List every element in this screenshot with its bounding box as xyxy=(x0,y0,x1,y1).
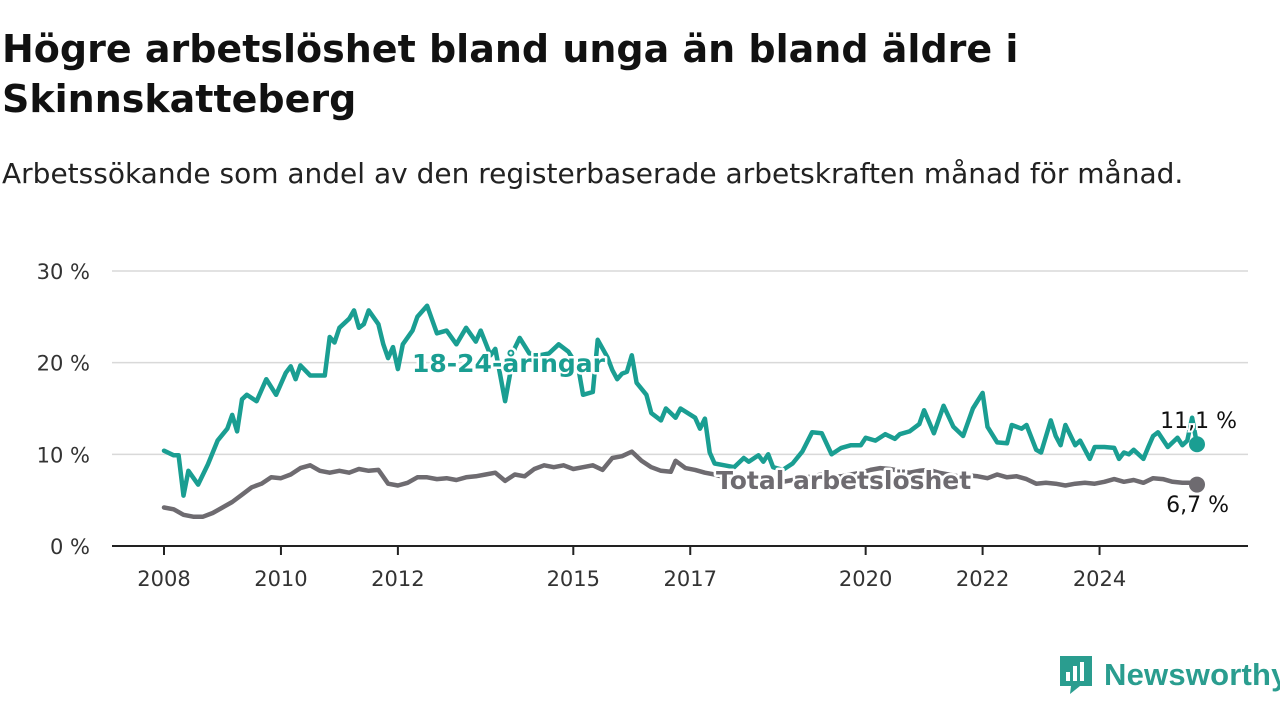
series-line-total xyxy=(161,449,1200,519)
y-tick-label: 10 % xyxy=(37,443,90,467)
series-end-marker xyxy=(1189,436,1205,453)
y-tick-label: 0 % xyxy=(50,535,90,559)
brand-name: Newsworthy xyxy=(1104,657,1280,692)
series-label-youth: 18-24-åringar xyxy=(412,349,606,378)
x-tick-label: 2012 xyxy=(371,567,424,591)
series-line-youth xyxy=(161,303,1200,498)
x-tick-label: 2022 xyxy=(956,567,1009,591)
chart-subtitle: Arbetssökande som andel av den registerb… xyxy=(2,157,1184,190)
x-tick-label: 2008 xyxy=(137,567,190,591)
x-tick-label: 2017 xyxy=(664,567,717,591)
x-tick-label: 2015 xyxy=(547,567,600,591)
end-value-label-youth: 11,1 % xyxy=(1160,409,1237,434)
series-label-total: Total arbetslöshet xyxy=(716,466,971,495)
line-chart: 0 % 10 % 20 % 30 % 2008 2010 2012 2015 2017 2020 2… xyxy=(37,260,1248,591)
chart-title: Högre arbetslöshet bland unga än bland ä… xyxy=(2,27,1019,121)
x-tick-label: 2010 xyxy=(254,567,307,591)
newsworthy-logo-icon xyxy=(1060,656,1092,694)
end-value-label-total: 6,7 % xyxy=(1166,493,1229,518)
y-tick-label: 20 % xyxy=(37,352,90,376)
x-tick-label: 2024 xyxy=(1073,567,1126,591)
x-tick-label: 2020 xyxy=(839,567,892,591)
brand-logo: Newsworthy xyxy=(1058,654,1280,696)
y-tick-label: 30 % xyxy=(37,260,90,284)
series-end-marker xyxy=(1189,476,1205,493)
